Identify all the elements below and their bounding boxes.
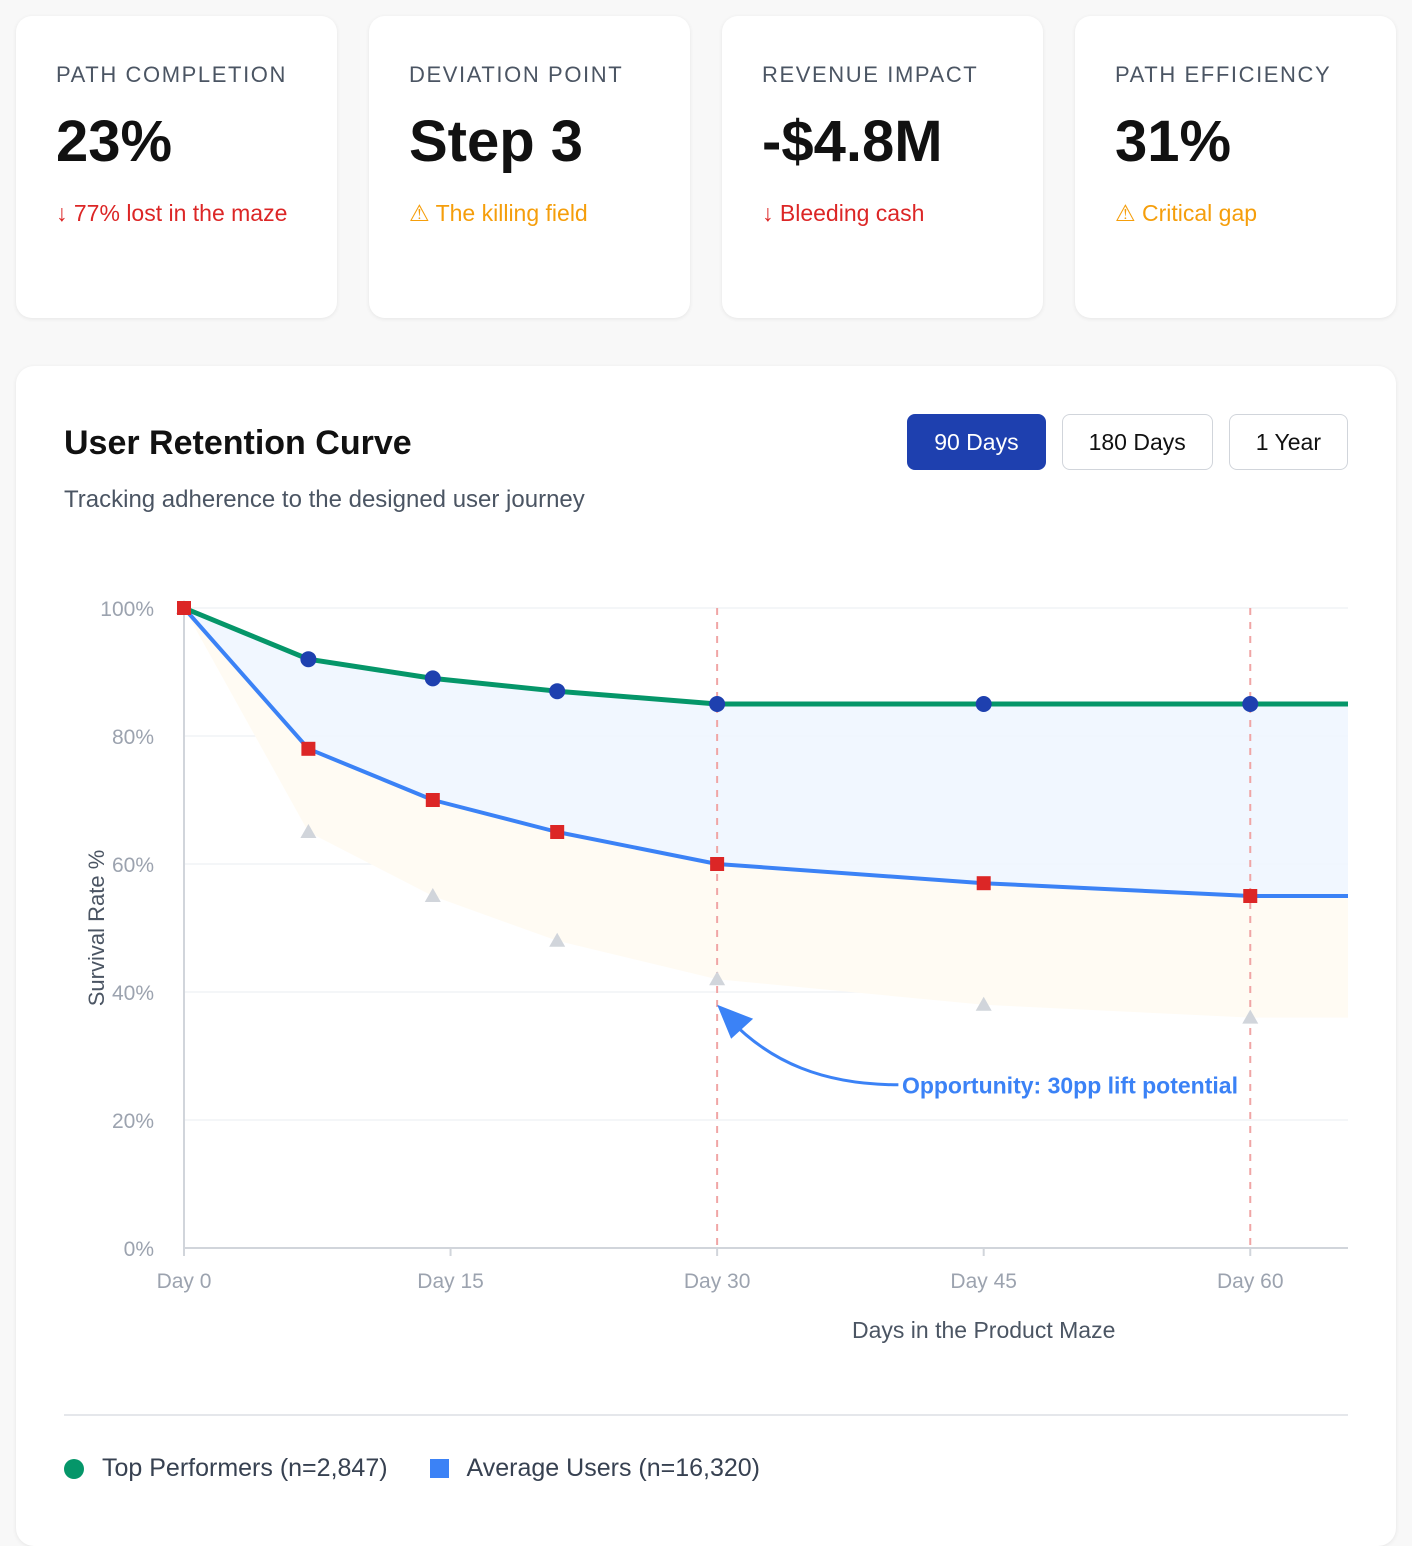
x-tick-label: Day 45 (950, 1270, 1017, 1293)
top-performers-circle-marker (975, 696, 992, 712)
y-axis-title: Survival Rate % (84, 850, 109, 1007)
kpi-card-revenue-impact: REVENUE IMPACT -$4.8M ↓ Bleeding cash (722, 16, 1043, 318)
average-users-square-marker (710, 857, 725, 871)
y-tick-label: 20% (112, 1110, 154, 1133)
kpi-value: 31% (1115, 109, 1232, 174)
legend-item-average-users[interactable]: Average Users (n=16,320) (429, 1454, 761, 1483)
kpi-note: ⚠ Critical gap (1115, 199, 1258, 226)
range-button-1-year[interactable]: 1 Year (1228, 414, 1348, 470)
x-tick-label: Day 15 (417, 1270, 484, 1293)
chart-card: User Retention Curve Tracking adherence … (16, 366, 1396, 1546)
chart-title: User Retention Curve (64, 424, 412, 462)
range-button-90-days[interactable]: 90 Days (907, 414, 1046, 470)
x-tick-label: Day 0 (157, 1270, 212, 1293)
legend: Top Performers (n=2,847) Average Users (… (64, 1454, 802, 1483)
legend-circle-icon (64, 1458, 84, 1479)
kpi-label: PATH COMPLETION (56, 62, 287, 87)
legend-square-icon (429, 1459, 449, 1478)
annotation-arrowhead (717, 1004, 754, 1039)
average-users-square-marker (1243, 889, 1258, 903)
kpi-label: DEVIATION POINT (409, 62, 624, 87)
range-selector: 90 Days 180 Days 1 Year (907, 414, 1348, 470)
kpi-label: REVENUE IMPACT (762, 62, 979, 87)
legend-label: Top Performers (n=2,847) (102, 1454, 388, 1482)
average-users-square-marker (177, 601, 191, 615)
annotation-arrow-line (728, 1017, 899, 1087)
baseline-area (184, 608, 1348, 1018)
baseline-triangle-marker (424, 888, 441, 902)
top-performers-circle-marker (549, 683, 566, 700)
kpi-value: 23% (56, 109, 173, 174)
y-tick-label: 0% (124, 1238, 154, 1261)
baseline-triangle-marker (549, 932, 566, 947)
baseline-triangle-marker (1242, 1009, 1259, 1024)
legend-item-top-performers[interactable]: Top Performers (n=2,847) (64, 1454, 388, 1483)
baseline-triangle-marker (709, 971, 726, 986)
kpi-card-path-efficiency: PATH EFFICIENCY 31% ⚠ Critical gap (1075, 16, 1396, 318)
retention-chart: Day 0 Day 15 Day 30 Day 45 Day 60 0% 20% 40% 60%… (84, 598, 1348, 1343)
y-tick-label: 80% (112, 726, 154, 749)
top-performers-circle-marker (1242, 696, 1259, 712)
kpi-value: -$4.8M (762, 109, 943, 174)
range-button-180-days[interactable]: 180 Days (1061, 414, 1213, 470)
average-users-square-marker (550, 825, 565, 839)
kpi-card-path-completion: PATH COMPLETION 23% ↓ 77% lost in the ma… (16, 16, 337, 318)
opportunity-area (184, 608, 1348, 896)
kpi-card-deviation-point: DEVIATION POINT Step 3 ⚠ The killing fie… (369, 16, 690, 318)
kpi-row: PATH COMPLETION 23% ↓ 77% lost in the ma… (16, 16, 1396, 318)
average-users-line (182, 606, 1348, 898)
average-users-square-marker (425, 793, 440, 807)
chart-subtitle: Tracking adherence to the designed user … (64, 486, 585, 513)
baseline-triangle-marker (975, 996, 992, 1011)
top-performers-circle-marker (709, 696, 726, 712)
x-axis-title: Days in the Product Maze (852, 1317, 1115, 1343)
x-tick-label: Day 60 (1217, 1270, 1284, 1293)
kpi-value: Step 3 (409, 109, 584, 174)
kpi-label: PATH EFFICIENCY (1115, 62, 1332, 87)
kpi-note: ↓ Bleeding cash (762, 199, 925, 226)
top-performers-line (183, 605, 1348, 707)
kpi-note: ⚠ The killing field (409, 199, 588, 226)
kpi-note: ↓ 77% lost in the maze (56, 199, 288, 226)
top-performers-circle-marker (424, 670, 441, 687)
top-performers-circle-marker (300, 651, 317, 668)
legend-label: Average Users (n=16,320) (466, 1454, 761, 1482)
x-tick-label: Day 30 (684, 1270, 751, 1293)
average-users-square-marker (976, 876, 991, 891)
baseline-triangle-marker (300, 824, 317, 838)
annotation-label: Opportunity: 30pp lift potential (902, 1072, 1238, 1098)
y-tick-label: 60% (112, 854, 154, 877)
y-tick-label: 100% (100, 598, 154, 621)
legend-divider (64, 1414, 1348, 1416)
y-tick-label: 40% (112, 982, 154, 1005)
average-users-square-marker (301, 741, 316, 756)
